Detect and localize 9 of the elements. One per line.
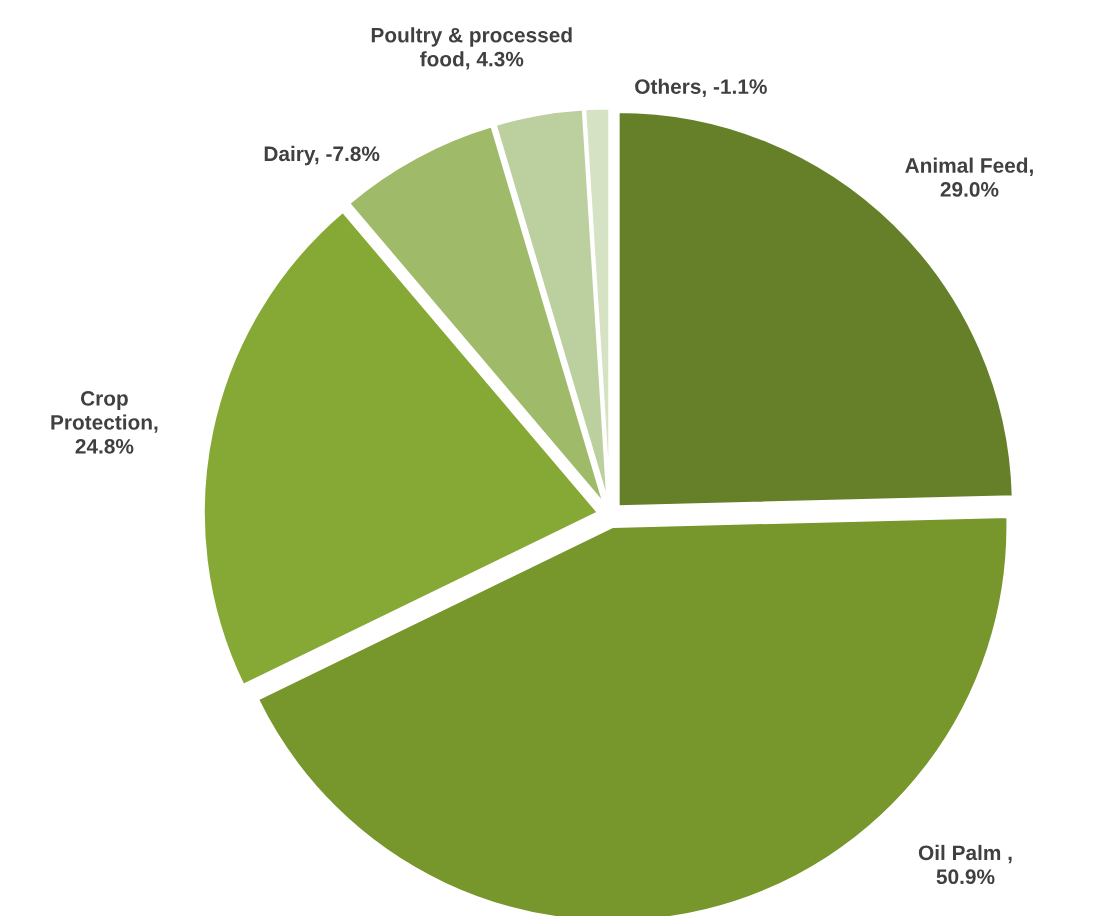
text: 24.8% [75, 438, 134, 454]
category-label: Oil Palm , [918, 844, 1012, 864]
text: 29.0% [940, 182, 999, 197]
category-label: Dairy, -7.8% [264, 145, 380, 166]
category-label: Crop Protection, [51, 391, 158, 433]
category-label: Others, -1.1% [635, 78, 767, 98]
text: 50.9% [936, 869, 995, 885]
category-label: Poultry & processed food, 4.3% [371, 27, 572, 70]
category-label: Animal Feed, [905, 157, 1033, 176]
